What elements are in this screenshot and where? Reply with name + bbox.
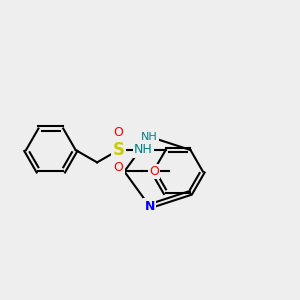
- Text: S: S: [112, 141, 124, 159]
- Text: NH: NH: [134, 143, 153, 157]
- Text: O: O: [114, 126, 124, 139]
- Text: O: O: [149, 165, 159, 178]
- Text: N: N: [144, 200, 155, 213]
- Text: NH: NH: [141, 132, 158, 142]
- Text: O: O: [114, 161, 124, 174]
